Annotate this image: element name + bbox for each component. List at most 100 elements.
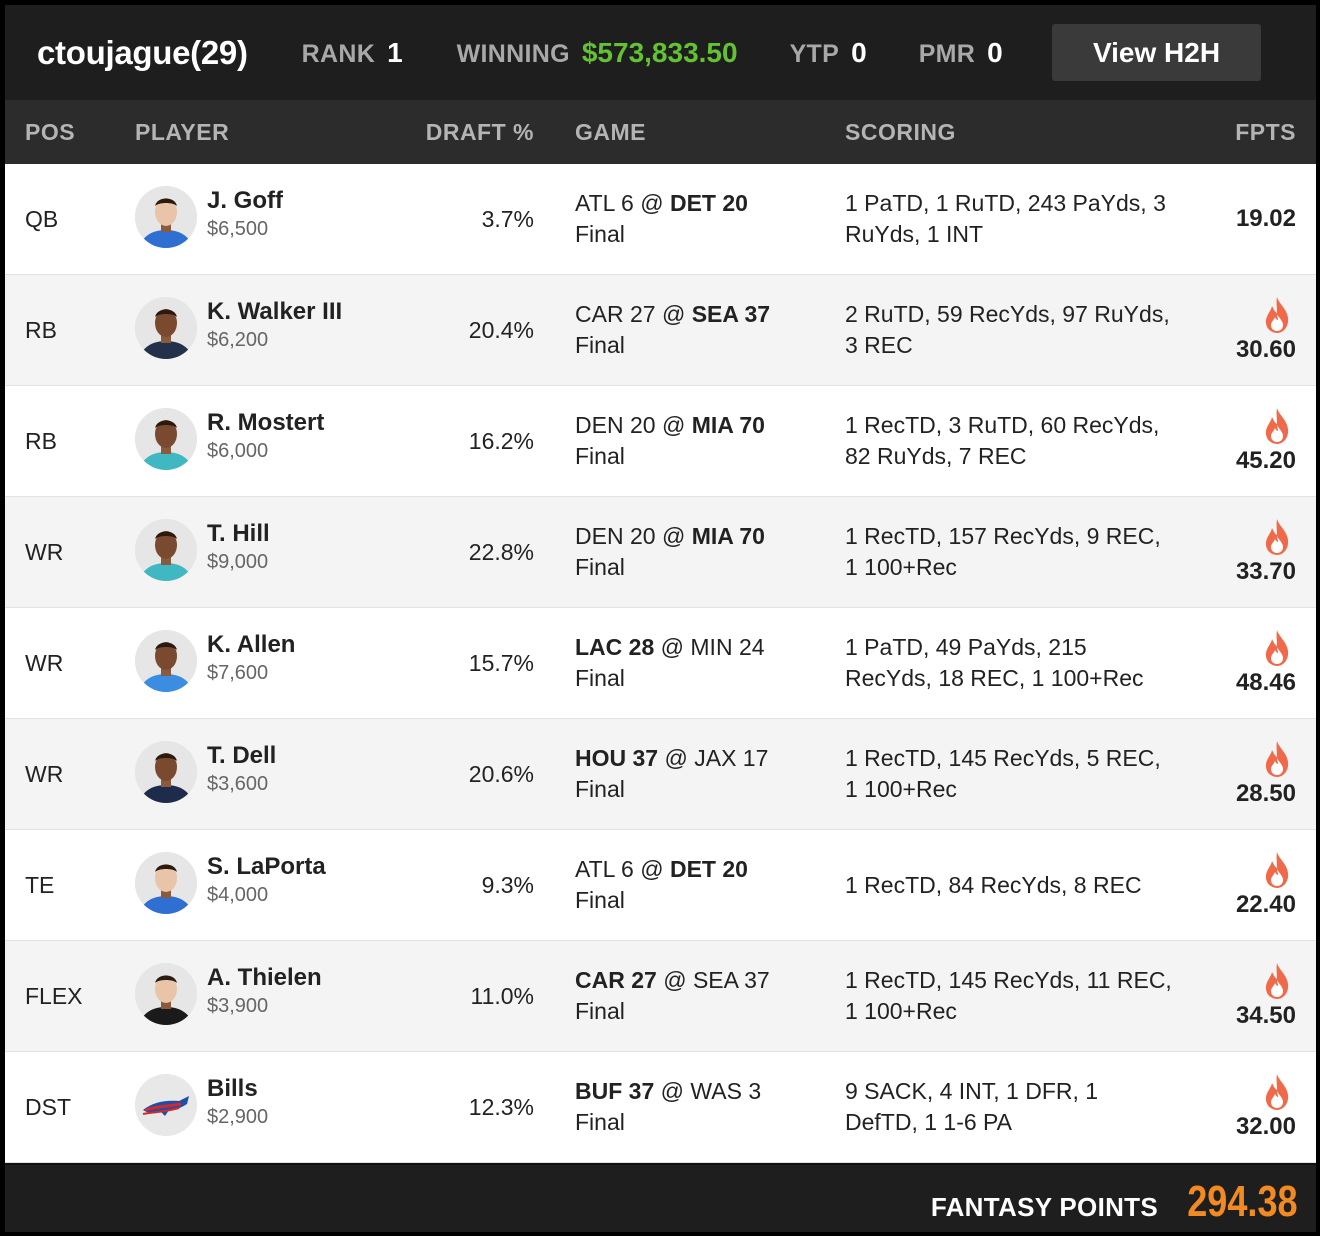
game-status: Final [575, 332, 625, 358]
game-score: HOU 37 @ JAX 17 [575, 745, 769, 771]
player-avatar [135, 963, 197, 1025]
lineup-panel: ctoujague(29) RANK 1 WINNING $573,833.50… [5, 5, 1316, 1232]
game-info: CAR 27 @ SEA 37 Final [575, 941, 770, 1051]
player-avatar [135, 741, 197, 803]
player-name[interactable]: A. Thielen [207, 964, 322, 991]
fpts-cell: 19.02 [1236, 164, 1296, 274]
draft-percent: 16.2% [468, 427, 534, 454]
fpts-value: 48.46 [1235, 669, 1296, 696]
winning-value: $573,833.50 [581, 36, 738, 68]
table-row[interactable]: TE S. LaPorta $4,000 9.3% ATL 6 @ DET 20 Fina… [5, 830, 1316, 941]
pmr-value: 0 [987, 36, 1003, 68]
player-name[interactable]: J. Goff [207, 187, 283, 214]
position: FLEX [25, 982, 83, 1009]
ytp-stat: YTP 0 [790, 37, 867, 69]
position: WR [25, 649, 64, 676]
lineup-header: ctoujague(29) RANK 1 WINNING $573,833.50… [5, 5, 1316, 100]
view-h2h-button[interactable]: View H2H [1052, 24, 1261, 81]
player-avatar [135, 186, 197, 248]
position: DST [25, 1093, 71, 1120]
fpts-value: 33.70 [1235, 558, 1296, 585]
player-avatar [135, 852, 197, 914]
game-score: DEN 20 @ MIA 70 [575, 523, 765, 549]
player-salary: $2,900 [207, 1106, 269, 1128]
fire-icon [1265, 297, 1289, 333]
player-salary: $9,000 [207, 551, 269, 573]
col-pos: POS [25, 119, 76, 145]
col-draft: DRAFT % [425, 119, 534, 145]
player-salary: $3,600 [207, 773, 269, 795]
fpts-value: 22.40 [1235, 891, 1296, 918]
game-status: Final [575, 998, 625, 1024]
player-info: Bills $2,900 [207, 1074, 268, 1130]
game-status: Final [575, 776, 625, 802]
scoring-breakdown: 1 RecTD, 145 RecYds, 5 REC, 1 100+Rec [845, 745, 1161, 802]
game-score: ATL 6 @ DET 20 [575, 190, 748, 216]
lineup-footer: FANTASY POINTS 294.38 [5, 1163, 1316, 1232]
game-score: LAC 28 @ MIN 24 [575, 634, 765, 660]
player-name[interactable]: Bills [207, 1075, 258, 1102]
game-score: ATL 6 @ DET 20 [575, 856, 748, 882]
fire-icon [1265, 852, 1289, 888]
winning-label: WINNING [456, 39, 570, 68]
fire-icon [1265, 630, 1289, 666]
table-row[interactable]: WR K. Allen $7,600 15.7% LAC 28 @ MIN 24 Fina… [5, 608, 1316, 719]
table-row[interactable]: WR T. Dell $3,600 20.6% HOU 37 @ JAX 17 Final… [5, 719, 1316, 830]
fpts-cell: 32.00 [1236, 1052, 1296, 1162]
rank-stat: RANK 1 [302, 37, 403, 69]
player-info: A. Thielen $3,900 [207, 963, 322, 1019]
fpts-cell: 48.46 [1236, 608, 1296, 718]
player-name[interactable]: K. Walker III [207, 298, 343, 325]
fpts-cell: 22.40 [1236, 830, 1296, 940]
player-info: R. Mostert $6,000 [207, 408, 324, 464]
game-info: DEN 20 @ MIA 70 Final [575, 386, 765, 496]
player-name[interactable]: T. Hill [207, 520, 270, 547]
game-info: ATL 6 @ DET 20 Final [575, 164, 748, 274]
player-salary: $4,000 [207, 884, 269, 906]
player-name[interactable]: R. Mostert [207, 409, 325, 436]
game-info: LAC 28 @ MIN 24 Final [575, 608, 765, 718]
fpts-value: 45.20 [1235, 447, 1296, 474]
fantasy-points-total: 294.38 [1187, 1177, 1298, 1226]
pmr-label: PMR [918, 39, 976, 68]
draft-percent: 15.7% [468, 649, 534, 676]
table-row[interactable]: FLEX A. Thielen $3,900 11.0% CAR 27 @ SEA 37… [5, 941, 1316, 1052]
fire-icon [1265, 741, 1289, 777]
fpts-value: 28.50 [1235, 780, 1296, 807]
position: WR [25, 760, 64, 787]
player-info: J. Goff $6,500 [207, 186, 283, 242]
table-row[interactable]: QB J. Goff $6,500 3.7% ATL 6 @ DET 20 Final 1 … [5, 164, 1316, 275]
ytp-value: 0 [851, 36, 867, 68]
table-row[interactable]: RB K. Walker III $6,200 20.4% CAR 27 @ SEA 3… [5, 275, 1316, 386]
fire-icon [1265, 1074, 1289, 1110]
scoring-breakdown: 1 PaTD, 49 PaYds, 215 RecYds, 18 REC, 1 … [845, 634, 1144, 691]
game-info: HOU 37 @ JAX 17 Final [575, 719, 768, 829]
col-player: PLAYER [135, 119, 230, 145]
position: TE [25, 871, 55, 898]
fire-icon [1265, 963, 1289, 999]
player-info: T. Hill $9,000 [207, 519, 270, 575]
fpts-cell: 28.50 [1236, 719, 1296, 829]
game-status: Final [575, 443, 625, 469]
game-score: BUF 37 @ WAS 3 [575, 1078, 762, 1104]
table-row[interactable]: WR T. Hill $9,000 22.8% DEN 20 @ MIA 70 Final… [5, 497, 1316, 608]
fire-icon [1265, 408, 1289, 444]
fpts-cell: 30.60 [1236, 275, 1296, 385]
player-info: K. Walker III $6,200 [207, 297, 342, 353]
fpts-value: 30.60 [1235, 336, 1296, 363]
fpts-value: 19.02 [1235, 205, 1296, 232]
player-name[interactable]: K. Allen [207, 631, 296, 658]
player-name[interactable]: S. LaPorta [207, 853, 326, 880]
draft-percent: 11.0% [470, 982, 534, 1009]
table-row[interactable]: DST Bills $2,900 12.3% BUF 37 @ WAS 3 Final 9 … [5, 1052, 1316, 1163]
draft-percent: 20.6% [468, 760, 534, 787]
rank-label: RANK [301, 39, 376, 68]
scoring-breakdown: 9 SACK, 4 INT, 1 DFR, 1 DefTD, 1 1-6 PA [845, 1078, 1099, 1135]
game-score: CAR 27 @ SEA 37 [575, 301, 771, 327]
fire-icon [1265, 519, 1289, 555]
table-row[interactable]: RB R. Mostert $6,000 16.2% DEN 20 @ MIA 70 Fi… [5, 386, 1316, 497]
position: WR [25, 538, 64, 565]
player-name[interactable]: T. Dell [207, 742, 277, 769]
fpts-cell: 33.70 [1236, 497, 1296, 607]
scoring-breakdown: 1 RecTD, 157 RecYds, 9 REC, 1 100+Rec [845, 523, 1161, 580]
